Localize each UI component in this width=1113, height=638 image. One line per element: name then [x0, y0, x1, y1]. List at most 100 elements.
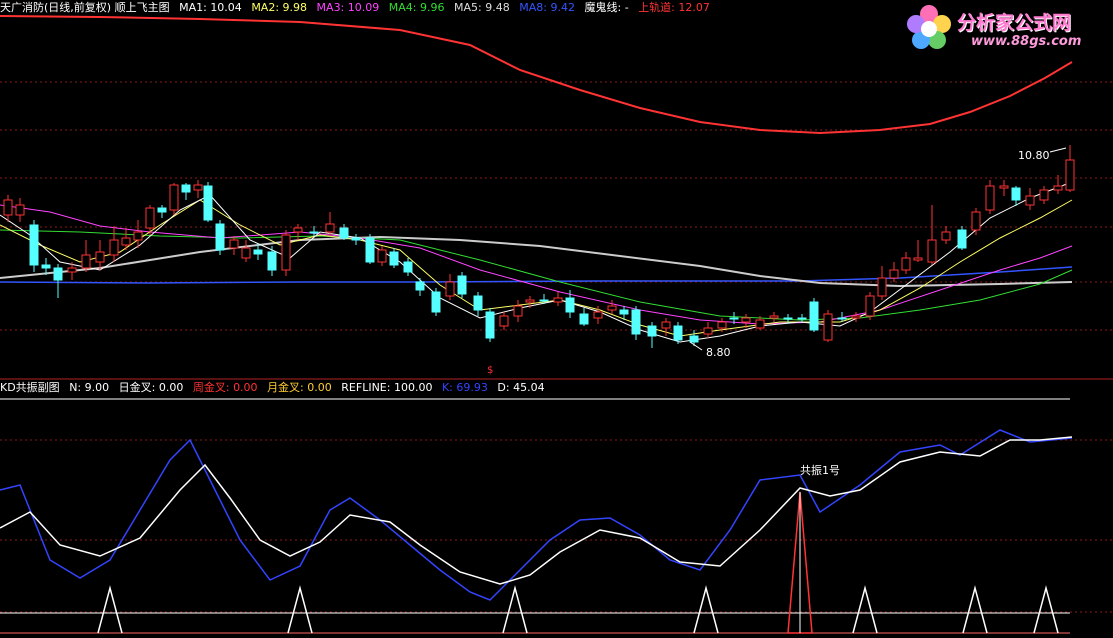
candle-body	[253, 249, 263, 255]
ma8-indicator: MA8: 9.42	[519, 1, 575, 14]
resonance-label: 共振1号	[800, 463, 840, 477]
candle-body	[377, 249, 387, 263]
upper-band-curve	[0, 15, 1073, 135]
candle-body	[53, 267, 63, 281]
grid-lines	[0, 81, 1113, 613]
ma8-line	[0, 266, 1073, 284]
candle-body	[579, 313, 589, 325]
month-cross-indicator: 月金叉: 0.00	[267, 381, 332, 394]
candle-body	[351, 237, 361, 241]
ma3-line	[0, 204, 1073, 325]
high-price-label: 10.80	[1018, 149, 1050, 162]
event-marker: $	[487, 365, 493, 376]
logo-url: www.88gs.com	[971, 34, 1082, 49]
candle-body	[865, 295, 875, 317]
candle-body	[415, 281, 425, 291]
candle-body	[823, 313, 833, 341]
ma4-line	[0, 229, 1073, 321]
candle-body	[15, 204, 25, 216]
golden-cross-marker	[962, 585, 988, 634]
candle-body	[365, 237, 375, 263]
candle-body	[215, 223, 225, 251]
candle-body	[67, 267, 77, 273]
ghost-line-indicator: 魔鬼线: -	[584, 1, 629, 14]
kd-subchart	[0, 398, 1073, 634]
k-line	[0, 429, 1073, 601]
candle-body	[41, 264, 51, 269]
upper-band-line	[0, 15, 1073, 135]
golden-cross-marker	[97, 585, 123, 634]
candle-body	[971, 211, 981, 231]
candle-body	[403, 261, 413, 273]
day-cross-indicator: 日金叉: 0.00	[118, 381, 184, 394]
candle-body	[809, 301, 819, 331]
candle-body	[29, 224, 39, 266]
refline-indicator: REFLINE: 100.00	[341, 381, 433, 394]
candle-body	[485, 311, 495, 339]
ma1-line	[0, 181, 1073, 343]
candle-body	[661, 321, 671, 329]
low-price-label: 8.80	[706, 346, 731, 359]
candle-body	[325, 223, 335, 233]
candle-body	[473, 295, 483, 311]
n-param: N: 9.00	[69, 381, 110, 394]
price-annotations: 10.80 8.80 $	[487, 147, 1067, 376]
candle-body	[499, 315, 509, 327]
candle-body	[673, 325, 683, 341]
ma3-indicator: MA3: 10.09	[316, 1, 380, 14]
candle-body	[281, 234, 291, 271]
candle-body	[169, 184, 179, 211]
candle-body	[941, 231, 951, 241]
candle-body	[985, 185, 995, 211]
subchart-header: KD共振副图 N: 9.00 日金叉: 0.00 周金叉: 0.00 月金叉: …	[0, 380, 551, 396]
candle-body	[95, 251, 105, 263]
candle-body	[703, 327, 713, 335]
candle-body	[851, 315, 861, 319]
candle-body	[729, 317, 739, 320]
ma5-line	[0, 235, 1073, 288]
golden-cross-marker	[1033, 585, 1059, 634]
candle-body	[889, 269, 899, 279]
candle-body	[1011, 187, 1021, 201]
candle-body	[157, 207, 167, 213]
candle-body	[133, 231, 143, 241]
candle-body	[457, 275, 467, 295]
golden-cross-marker	[502, 585, 528, 634]
candle-body	[1025, 195, 1035, 206]
candle-body	[1039, 189, 1049, 201]
candle-body	[293, 227, 303, 233]
ma1-indicator: MA1: 10.04	[179, 1, 242, 14]
candle-body	[431, 291, 441, 313]
candle-body	[619, 309, 629, 315]
moving-average-lines	[0, 181, 1073, 343]
golden-cross-marker	[852, 585, 878, 634]
candle-body	[797, 317, 807, 320]
candle-body	[241, 247, 251, 259]
candle-body	[389, 251, 399, 266]
main-chart-header: 天广消防(日线,前复权) 顺上飞主图 MA1: 10.04 MA2: 9.98 …	[0, 0, 716, 16]
candle-body	[647, 325, 657, 337]
upper-band-indicator: 上轨道: 12.07	[638, 1, 710, 14]
candle-body	[783, 317, 793, 320]
candle-body	[741, 317, 751, 323]
ma4-indicator: MA4: 9.96	[388, 1, 445, 14]
d-line	[0, 436, 1073, 585]
candle-body	[689, 335, 699, 343]
candle-body	[877, 277, 887, 297]
candle-body	[837, 317, 847, 320]
candle-body	[145, 207, 155, 229]
candle-body	[631, 309, 641, 335]
candle-body	[607, 305, 617, 311]
candle-body	[1053, 185, 1063, 191]
candle-body	[109, 239, 119, 256]
candle-body	[181, 184, 191, 193]
subchart-title: KD共振副图	[0, 381, 60, 394]
candle-body	[553, 297, 563, 303]
ma2-line	[0, 199, 1073, 337]
chart-title: 天广消防(日线,前复权) 顺上飞主图	[0, 1, 170, 14]
site-logo: 分析家公式网 www.88gs.com	[905, 4, 1105, 54]
d-indicator: D: 45.04	[497, 381, 545, 394]
candle-body	[755, 319, 765, 329]
candle-body	[203, 185, 213, 221]
